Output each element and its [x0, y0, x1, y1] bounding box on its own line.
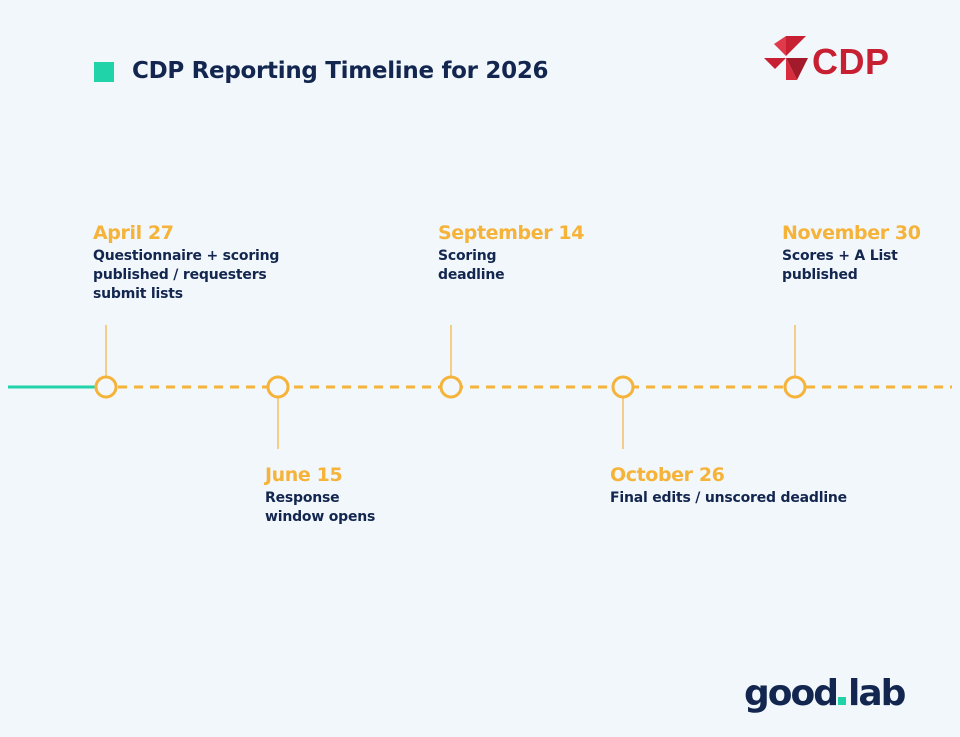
goodlab-dot-icon — [838, 697, 847, 705]
milestone-september-14: September 14 Scoring deadline — [438, 222, 584, 285]
milestone-marker-icon — [611, 375, 635, 399]
goodlab-logo: good lab — [744, 673, 906, 714]
milestone-marker-icon — [94, 375, 118, 399]
milestone-marker-icon — [783, 375, 807, 399]
milestone-date: September 14 — [438, 222, 585, 244]
milestone-date: October 26 — [610, 464, 725, 486]
milestone-november-30: November 30 Scores + A List published — [782, 222, 921, 285]
cdp-logo: CDP — [764, 36, 909, 86]
milestone-description: Final edits / unscored deadline — [610, 490, 847, 506]
milestone-october-26: October 26 Final edits / unscored deadli… — [610, 464, 847, 508]
milestone-marker-icon — [266, 375, 290, 399]
milestone-description: Scoring deadline — [438, 248, 505, 283]
cdp-mark-icon — [764, 36, 808, 80]
milestone-description: Response window opens — [265, 490, 376, 525]
milestone-description: Scores + A List published — [782, 248, 898, 283]
milestone-description: Questionnaire + scoring published / requ… — [93, 248, 280, 302]
milestone-date: June 15 — [265, 464, 343, 486]
cdp-wordmark: CDP — [812, 41, 890, 82]
page-title: CDP Reporting Timeline for 2026 — [132, 58, 549, 84]
milestone-date: November 30 — [782, 222, 921, 244]
milestone-date: April 27 — [93, 222, 174, 244]
milestone-june-15: June 15 Response window opens — [265, 464, 375, 527]
title-square-icon — [94, 62, 114, 82]
milestone-april-27: April 27 Questionnaire + scoring publish… — [93, 222, 279, 304]
milestone-marker-icon — [439, 375, 463, 399]
